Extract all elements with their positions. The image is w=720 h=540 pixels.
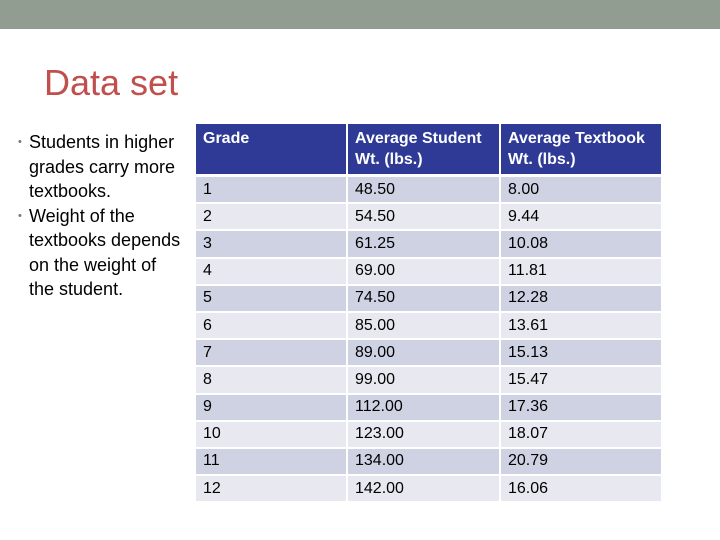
header-student-weight: Average Student Wt. (lbs.) (348, 124, 501, 177)
cell-student-weight: 134.00 (348, 448, 501, 477)
cell-textbook-weight: 18.07 (501, 421, 661, 449)
bullet-item: • Students in higher grades carry more t… (18, 130, 183, 204)
bullet-text: Students in higher grades carry more tex… (29, 132, 176, 201)
table-row: 12 142.00 16.06 (196, 476, 661, 504)
cell-textbook-weight: 10.08 (501, 231, 661, 259)
header-grade: Grade (196, 124, 348, 177)
cell-grade: 6 (196, 312, 348, 341)
table-row: 11 134.00 20.79 (196, 448, 661, 477)
cell-textbook-weight: 8.00 (501, 177, 661, 205)
cell-grade: 8 (196, 367, 348, 395)
bullet-text: Weight of the textbooks depends on the w… (29, 205, 181, 300)
cell-grade: 4 (196, 258, 348, 286)
data-table: Grade Average Student Wt. (lbs.) Average… (196, 124, 661, 504)
cell-student-weight: 123.00 (348, 421, 501, 449)
table-row: 9 112.00 17.36 (196, 394, 661, 422)
cell-grade: 10 (196, 421, 348, 449)
table-header-row: Grade Average Student Wt. (lbs.) Average… (196, 124, 661, 177)
table-row: 4 69.00 11.81 (196, 258, 661, 286)
cell-textbook-weight: 15.47 (501, 367, 661, 395)
cell-student-weight: 69.00 (348, 258, 501, 286)
table-row: 8 99.00 15.47 (196, 367, 661, 395)
table-row: 6 85.00 13.61 (196, 312, 661, 341)
table-row: 5 74.50 12.28 (196, 285, 661, 313)
cell-textbook-weight: 17.36 (501, 394, 661, 422)
cell-student-weight: 85.00 (348, 312, 501, 341)
slide-title: Data set (44, 62, 179, 103)
cell-student-weight: 142.00 (348, 476, 501, 504)
cell-grade: 2 (196, 204, 348, 232)
cell-grade: 1 (196, 177, 348, 205)
bullet-item: • Weight of the textbooks depends on the… (18, 204, 183, 302)
cell-grade: 5 (196, 285, 348, 313)
bullet-list: • Students in higher grades carry more t… (18, 130, 183, 302)
cell-student-weight: 99.00 (348, 367, 501, 395)
cell-student-weight: 48.50 (348, 177, 501, 205)
cell-grade: 7 (196, 340, 348, 368)
header-textbook-weight: Average Textbook Wt. (lbs.) (501, 124, 661, 177)
cell-textbook-weight: 9.44 (501, 204, 661, 232)
bullet-dot-icon: • (18, 209, 22, 222)
cell-grade: 3 (196, 231, 348, 259)
table-row: 7 89.00 15.13 (196, 340, 661, 368)
cell-textbook-weight: 20.79 (501, 448, 661, 477)
cell-textbook-weight: 11.81 (501, 258, 661, 286)
bullet-dot-icon: • (18, 136, 22, 148)
cell-student-weight: 112.00 (348, 394, 501, 422)
cell-textbook-weight: 13.61 (501, 312, 661, 341)
top-accent-bar (0, 0, 720, 29)
cell-student-weight: 61.25 (348, 231, 501, 259)
cell-student-weight: 74.50 (348, 285, 501, 313)
table-row: 1 48.50 8.00 (196, 177, 661, 205)
cell-student-weight: 54.50 (348, 204, 501, 232)
cell-textbook-weight: 12.28 (501, 285, 661, 313)
cell-grade: 12 (196, 476, 348, 504)
table-row: 3 61.25 10.08 (196, 231, 661, 259)
cell-textbook-weight: 15.13 (501, 340, 661, 368)
cell-grade: 9 (196, 394, 348, 422)
table-row: 2 54.50 9.44 (196, 204, 661, 232)
cell-grade: 11 (196, 448, 348, 477)
cell-textbook-weight: 16.06 (501, 476, 661, 504)
table-row: 10 123.00 18.07 (196, 421, 661, 449)
cell-student-weight: 89.00 (348, 340, 501, 368)
